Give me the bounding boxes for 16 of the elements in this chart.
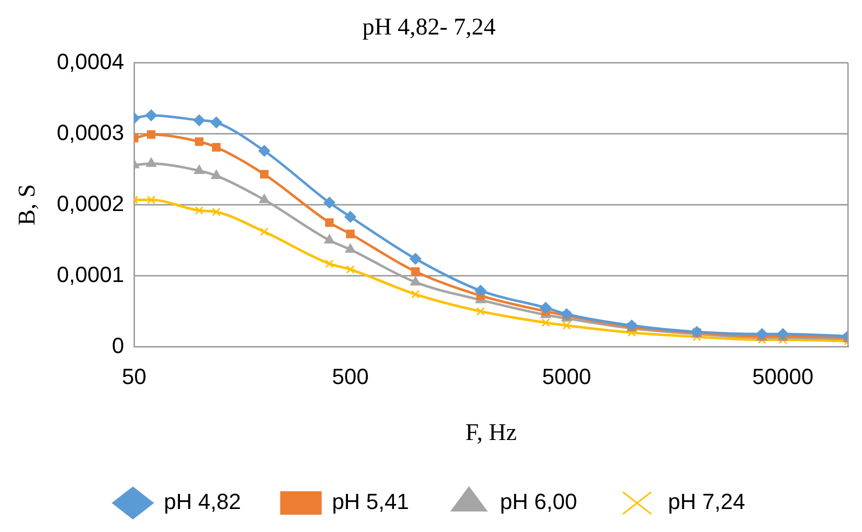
legend-label: pH 6,00 — [500, 489, 578, 514]
x-tick-label: 50000 — [752, 364, 814, 390]
legend-label: pH 5,41 — [332, 489, 410, 514]
y-tick-label: 0 — [112, 332, 124, 358]
y-tick-label: 0,0002 — [56, 190, 124, 216]
chart-title: pH 4,82- 7,24 — [362, 14, 496, 41]
legend-label: pH 4,82 — [164, 489, 241, 514]
x-tick-label: 50 — [122, 364, 146, 390]
y-tick-label: 0,0001 — [56, 262, 124, 287]
y-tick-label: 0,0003 — [56, 120, 124, 145]
y-axis-title: B, S — [14, 184, 41, 226]
x-tick-label: 5000 — [542, 364, 592, 390]
x-axis-title: F, Hz — [465, 420, 517, 446]
legend-label: pH 7,24 — [668, 489, 746, 514]
y-tick-label: 0,0004 — [56, 48, 124, 74]
x-tick-label: 500 — [332, 364, 369, 390]
